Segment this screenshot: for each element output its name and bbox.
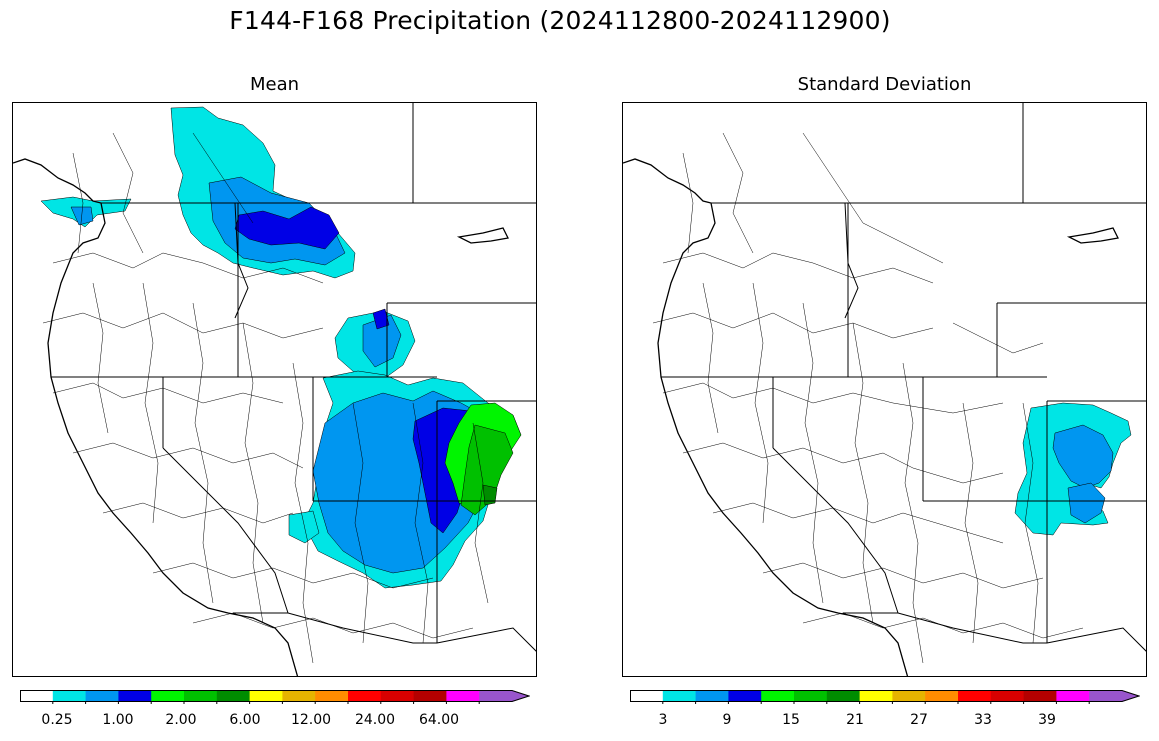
std-colorbar-swatch <box>958 690 992 702</box>
std-tick-label: 21 <box>846 712 864 728</box>
mean-colorbar-svg <box>20 690 530 704</box>
mean-colorbar-extend-arrow <box>479 690 529 702</box>
mean-colorbar-swatch <box>52 690 87 702</box>
mean-colorbar-swatch <box>315 690 349 702</box>
mean-colorbar-swatch <box>348 690 382 702</box>
mean-colorbar-swatch <box>20 690 54 702</box>
std-coastline <box>623 158 1119 676</box>
std-colorbar-swatch <box>925 690 959 702</box>
mean-colorbar-swatch <box>282 690 316 702</box>
mean-tick-label: 6.00 <box>229 712 261 728</box>
std-tick-label: 27 <box>910 712 928 728</box>
mean-coastline <box>13 158 509 676</box>
std-colorbar-swatch <box>990 690 1025 702</box>
mean-colorbar-swatch <box>446 690 480 702</box>
std-colorbar-swatch <box>794 690 828 702</box>
std-colorbar-labels: 3 9 15 21 27 33 39 <box>630 712 1140 732</box>
std-colorbar-swatch <box>728 690 762 702</box>
std-tick-label: 3 <box>658 712 668 728</box>
mean-panel-title: Mean <box>249 74 300 95</box>
figure-title: F144-F168 Precipitation (2024112800-2024… <box>229 6 891 35</box>
std-colorbar-swatch <box>662 690 697 702</box>
std-basin-boundaries <box>652 132 1084 664</box>
std-colorbar-swatch <box>826 690 861 702</box>
mean-precip-fill <box>40 106 522 589</box>
std-colorbar-swatch <box>1023 690 1057 702</box>
mean-tick-label: 2.00 <box>165 712 197 728</box>
mean-colorbar-swatch <box>85 690 119 702</box>
std-colorbar-svg <box>630 690 1140 704</box>
mean-tick-label: 0.25 <box>41 712 73 728</box>
std-colorbar <box>630 690 1140 704</box>
mean-tick-label: 1.00 <box>102 712 134 728</box>
std-colorbar-swatch <box>761 690 795 702</box>
std-map <box>622 102 1147 677</box>
std-colorbar-swatch <box>1056 690 1090 702</box>
std-tick-label: 15 <box>782 712 800 728</box>
std-tick-label: 39 <box>1038 712 1056 728</box>
mean-tick-label: 64.00 <box>418 712 460 728</box>
mean-colorbar-swatch <box>151 690 185 702</box>
std-tick-label: 9 <box>722 712 732 728</box>
std-colorbar-swatch <box>892 690 926 702</box>
std-colorbar-extend-arrow <box>1089 690 1139 702</box>
std-colorbar-swatch <box>630 690 664 702</box>
mean-colorbar-outline <box>20 690 530 702</box>
std-colorbar-swatch <box>695 690 729 702</box>
mean-colorbar-swatch <box>216 690 251 702</box>
mean-colorbar-swatch <box>380 690 415 702</box>
std-state-borders <box>661 103 1146 652</box>
std-tick-label: 33 <box>974 712 992 728</box>
mean-colorbar-swatch <box>118 690 152 702</box>
mean-colorbar-swatch <box>249 690 283 702</box>
mean-tick-label: 24.00 <box>354 712 396 728</box>
std-panel-title: Standard Deviation <box>797 74 972 95</box>
mean-colorbar-labels: 0.25 1.00 2.00 6.00 12.00 24.00 64.00 <box>20 712 530 732</box>
mean-state-borders <box>51 103 536 652</box>
std-colorbar-swatch <box>859 690 893 702</box>
mean-colorbar-swatch <box>413 690 447 702</box>
mean-map <box>12 102 537 677</box>
mean-tick-label: 12.00 <box>290 712 332 728</box>
mean-colorbar-swatch <box>184 690 218 702</box>
mean-colorbar <box>20 690 530 704</box>
std-colorbar-outline <box>630 690 1140 702</box>
